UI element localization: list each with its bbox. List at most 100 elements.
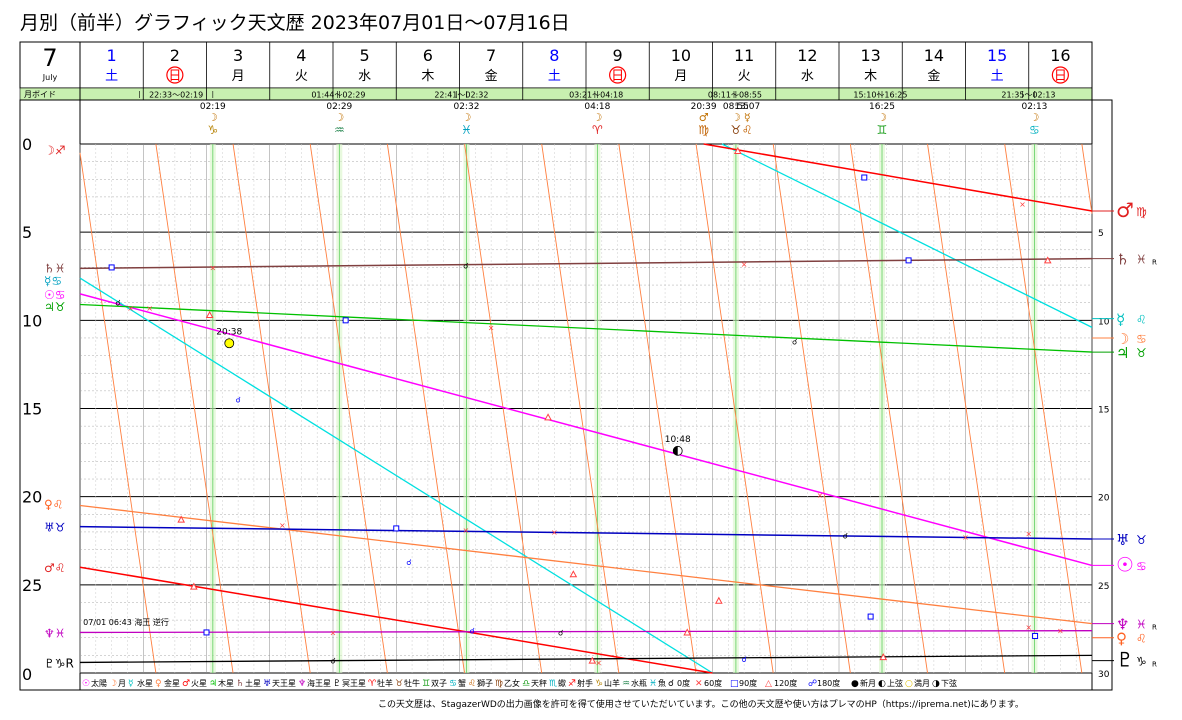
- day-number: 16: [1050, 46, 1070, 65]
- aspect-square: [861, 174, 868, 181]
- right-planet-sign: ♌: [1136, 313, 1147, 327]
- legend-glyph: □: [730, 679, 739, 689]
- day-number: 9: [613, 46, 623, 65]
- legend-label: 獅子: [477, 678, 493, 688]
- weekday-label: 土: [548, 69, 561, 84]
- month-number: 7: [42, 44, 57, 72]
- moon-track-segment: [309, 143, 388, 674]
- legend-label: 海王星: [307, 678, 331, 688]
- day-number: 3: [233, 46, 243, 65]
- right-planet-glyph: ♄: [1116, 251, 1129, 269]
- ingress-time: 08:55: [723, 102, 749, 112]
- aspect-square: [867, 613, 874, 620]
- legend-glyph: ♆: [298, 679, 306, 689]
- planet-track-冥王星: [79, 654, 1093, 664]
- legend-glyph: ♎: [522, 679, 530, 689]
- planet-track-木星: [79, 303, 1093, 353]
- aspect-sextile: ×: [462, 526, 469, 535]
- planet-track-金星: [79, 504, 1093, 625]
- aspect-sextile: ×: [551, 528, 558, 537]
- moon-track-segment: [155, 143, 234, 674]
- ingress-planet: ♂: [699, 111, 709, 124]
- ingress-time: 02:19: [200, 102, 226, 112]
- retrograde-marker: R: [1152, 661, 1157, 669]
- legend-glyph: ♌: [468, 679, 476, 689]
- ingress-sign: ♑: [207, 123, 218, 137]
- legend-label: 天秤: [531, 678, 547, 688]
- weekday-label: 水: [801, 69, 814, 84]
- left-tick-label-bottom: 0: [22, 665, 32, 684]
- aspect-square: [1032, 632, 1039, 639]
- aspect-square: [905, 257, 912, 264]
- right-planet-sign: ♓: [1136, 253, 1147, 267]
- weekday-label: 日: [1054, 69, 1067, 84]
- holiday-circle: [609, 66, 627, 84]
- legend-label: 双子: [431, 679, 447, 688]
- retrograde-marker: R: [1152, 259, 1157, 267]
- legend-glyph: ♂: [182, 679, 190, 689]
- aspect-sextile: ×: [330, 628, 337, 637]
- day-number: 14: [924, 46, 944, 65]
- moon-track-segment: [232, 143, 311, 674]
- aspect-trine: [879, 653, 888, 661]
- legend-glyph: ♏: [549, 679, 557, 689]
- legend-glyph: ♑: [595, 679, 603, 689]
- aspect-trine: [714, 596, 723, 604]
- aspect-square: [342, 317, 349, 324]
- right-planet-glyph: ♇: [1116, 648, 1134, 672]
- aspect-sextile: ×: [209, 263, 216, 272]
- legend-label: 満月: [914, 679, 930, 688]
- right-planet-sign: ♍: [1136, 205, 1147, 219]
- right-planet-glyph: ☿: [1116, 311, 1125, 329]
- legend-label: 120度: [774, 678, 797, 688]
- legend-label: 金星: [164, 678, 180, 688]
- aspect-trine: [733, 147, 742, 155]
- aspect-conjunction: ☌: [235, 396, 240, 405]
- day-number: 4: [296, 46, 306, 65]
- void-label: 21:35〜02:13: [1001, 91, 1055, 100]
- legend-label: 冥王星: [342, 679, 366, 688]
- planet-track-水星2: [721, 143, 1093, 328]
- aspect-sextile: ×: [1019, 200, 1026, 209]
- left-tick-label: 5: [22, 223, 32, 242]
- legend-glyph: ☿: [128, 679, 134, 689]
- left-tick-label: 20: [22, 488, 42, 507]
- aspect-conjunction: ☌: [469, 627, 474, 636]
- page-title: 月別（前半）グラフィック天文歴 2023年07月01日〜07月16日: [20, 12, 570, 34]
- legend-label: 90度: [739, 678, 757, 688]
- void-label: 22:41〜02:32: [434, 91, 488, 100]
- weekday-label: 土: [991, 69, 1004, 84]
- right-planet-glyph: ♅: [1116, 531, 1129, 549]
- weekday-label: 木: [421, 69, 434, 84]
- legend-glyph: ☉: [82, 679, 90, 689]
- aspect-sextile: ×: [488, 323, 495, 332]
- day-number: 5: [360, 46, 370, 65]
- legend-label: 蠍: [558, 678, 566, 688]
- legend-glyph: ♅: [263, 679, 271, 689]
- legend-glyph: ♇: [333, 679, 341, 689]
- aspect-square: [393, 525, 400, 532]
- legend-label: 天王星: [272, 679, 296, 688]
- legend-label: 水瓶: [631, 678, 647, 688]
- weekday-label: 金: [927, 68, 940, 84]
- legend-label: 180度: [817, 678, 840, 688]
- weekday-label: 水: [358, 69, 371, 84]
- right-planet-glyph: ♆: [1116, 616, 1129, 634]
- weekday-label: 土: [105, 69, 118, 84]
- aspect-conjunction: ☌: [463, 262, 468, 271]
- left-tick-label: 25: [22, 576, 42, 595]
- left-planet-label: ♅♉: [44, 521, 66, 535]
- day-number: 15: [987, 46, 1007, 65]
- aspect-trine: [683, 628, 692, 636]
- weekday-label: 日: [168, 69, 181, 84]
- legend-glyph: ●: [851, 679, 859, 689]
- legend-label: 60度: [704, 678, 722, 688]
- legend-label: 太陽: [91, 678, 107, 688]
- legend-label: 新月: [860, 678, 876, 688]
- aspect-conjunction: ☌: [406, 558, 411, 567]
- aspect-sextile: ×: [741, 260, 748, 269]
- weekday-label: 火: [738, 69, 751, 84]
- ingress-planet: ☽: [731, 111, 741, 124]
- void-label: 15:10〜16:25: [853, 91, 907, 100]
- aspect-square: [108, 264, 115, 271]
